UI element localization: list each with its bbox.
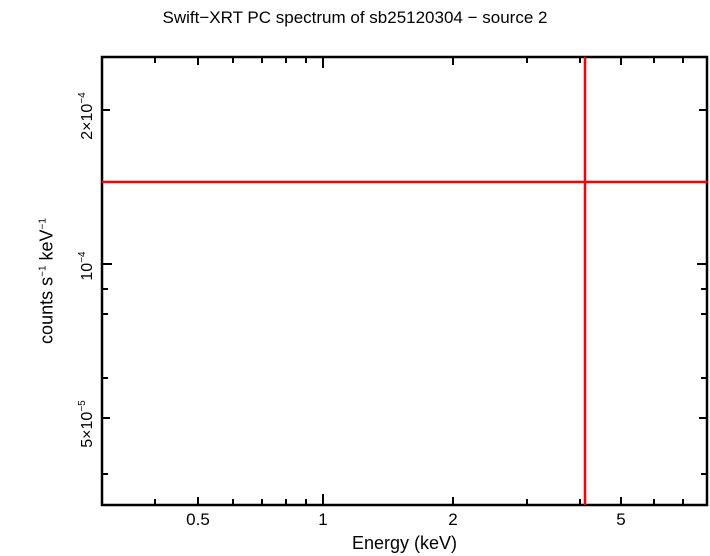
y-tick-exponent: −5 (77, 400, 88, 412)
y-tick-exponent: −4 (77, 92, 88, 104)
x-tick-label: 5 (616, 510, 626, 529)
y-axis-label: counts s−1 keV−1 (37, 218, 58, 344)
y-ticks (102, 109, 707, 475)
x-tick-label: 1 (318, 510, 328, 529)
y-label-part: keV (36, 229, 57, 266)
x-ticks (154, 57, 684, 505)
y-tick-mantissa: 10 (79, 262, 96, 281)
x-tick-label: 0.5 (186, 510, 210, 529)
x-tick-label: 2 (448, 510, 458, 529)
y-tick-mantissa: 5×10 (79, 411, 96, 448)
y-label-part: counts s (36, 276, 57, 344)
y-tick-label: 2×10−4 (77, 92, 97, 140)
y-tick-label: 5×10−5 (77, 400, 97, 448)
y-tick-label: 10−4 (77, 251, 97, 281)
x-axis-label: Energy (keV) (351, 533, 458, 553)
y-label-exp: −1 (37, 265, 49, 277)
y-tick-mantissa: 2×10 (79, 103, 96, 140)
chart-title: Swift−XRT PC spectrum of sb25120304 − so… (162, 8, 548, 27)
data-series (102, 57, 707, 505)
y-label-exp: −1 (37, 218, 49, 230)
plot-frame (100, 55, 709, 507)
y-tick-exponent: −4 (77, 251, 88, 263)
